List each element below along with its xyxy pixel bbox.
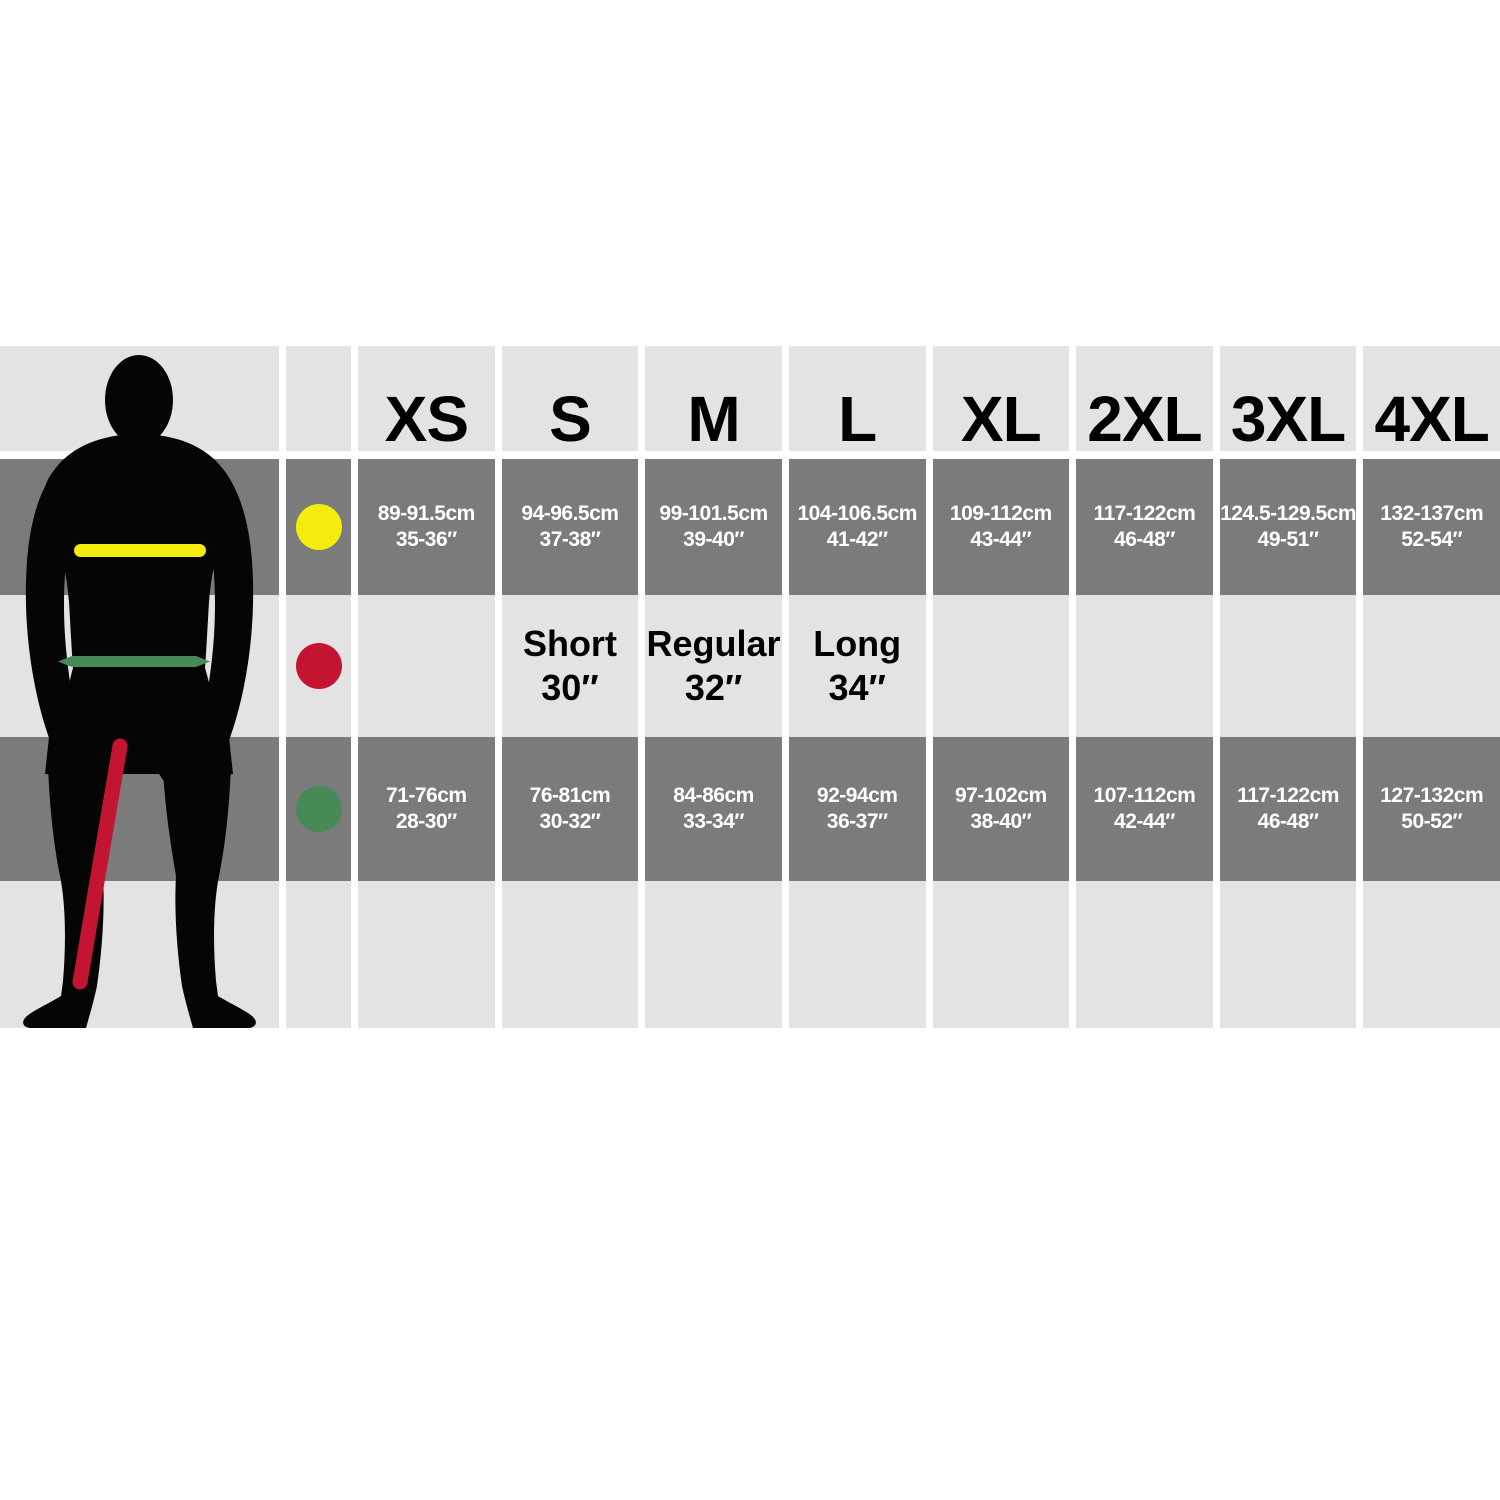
size-column-xl: XL 109-112cm 43-44″ 97-102cm 38-40″ <box>932 346 1070 1028</box>
size-header-l: L <box>838 383 877 455</box>
size-column-s: S 94-96.5cm 37-38″ Short 30″ 76-81cm 30-32″ <box>501 346 639 1028</box>
figure-bottom-cell <box>0 881 279 1028</box>
chest-indicator-cell <box>286 459 351 595</box>
chest-value-xs: 89-91.5cm 35-36″ <box>377 502 476 551</box>
row-separator <box>645 451 782 459</box>
inside-leg-value-s: Short 30″ <box>522 623 617 708</box>
row-separator <box>1219 451 1357 459</box>
inside-leg-indicator-dot <box>295 643 342 689</box>
waist-value-m: 84-86cm 33-34″ <box>673 784 754 833</box>
row-separator <box>358 451 495 459</box>
row-separator <box>1363 451 1500 459</box>
waist-value-4xl: 127-132cm 50-52″ <box>1380 784 1484 833</box>
size-header-m: M <box>687 383 740 455</box>
inside-leg-value-m: Regular 32″ <box>646 623 781 708</box>
inside-leg-value-xl <box>933 595 1070 737</box>
inside-leg-value-3xl <box>1220 595 1357 737</box>
size-header-s: S <box>549 383 592 455</box>
inside-leg-value-4xl <box>1363 595 1500 737</box>
row-separator <box>932 451 1070 459</box>
figure-column <box>0 346 279 1028</box>
waist-value-2xl: 107-112cm 42-44″ <box>1093 784 1196 833</box>
waist-value-xl: 97-102cm 38-40″ <box>954 784 1047 833</box>
chest-value-s: 94-96.5cm 37-38″ <box>521 502 619 551</box>
waist-value-xs: 71-76cm 28-30″ <box>386 784 467 833</box>
figure-leg-band-cell <box>0 595 279 737</box>
indicator-bottom-cell <box>286 881 351 1028</box>
row-separator <box>788 451 926 459</box>
chest-indicator-dot <box>295 504 342 550</box>
figure-header-cell <box>0 346 279 451</box>
waist-value-3xl: 117-122cm 46-48″ <box>1237 784 1339 833</box>
chest-value-4xl: 132-137cm 52-54″ <box>1380 502 1484 551</box>
inside-leg-value-l: Long 34″ <box>813 623 902 708</box>
waist-value-l: 92-94cm 36-37″ <box>816 784 898 833</box>
size-column-m: M 99-101.5cm 39-40″ Regular 32″ 84-86cm 33-… <box>645 346 782 1028</box>
waist-indicator-cell <box>286 737 351 881</box>
indicator-header-cell <box>286 346 351 451</box>
chest-value-xl: 109-112cm 43-44″ <box>949 502 1052 551</box>
figure-waist-band-cell <box>0 737 279 881</box>
size-header-xl: XL <box>960 383 1042 455</box>
size-header-2xl: 2XL <box>1087 383 1202 455</box>
size-column-2xl: 2XL 117-122cm 46-48″ 107-112cm 42-44″ <box>1076 346 1213 1028</box>
size-column-3xl: 3XL 124.5-129.5cm 49-51″ 117-122cm 46-48″ <box>1219 346 1357 1028</box>
waist-value-s: 76-81cm 30-32″ <box>529 784 611 833</box>
inside-leg-value-2xl <box>1076 595 1213 737</box>
chest-value-2xl: 117-122cm 46-48″ <box>1093 502 1196 551</box>
row-separator <box>1076 451 1213 459</box>
figure-chest-band-cell <box>0 459 279 595</box>
row-separator <box>286 451 351 459</box>
chest-value-3xl: 124.5-129.5cm 49-51″ <box>1220 502 1357 551</box>
size-header-xs: XS <box>384 383 469 455</box>
size-chart-table: XS 89-91.5cm 35-36″ 71-76cm 28-30″ S 94-96… <box>0 346 1500 1028</box>
row-separator <box>0 451 279 459</box>
chest-value-m: 99-101.5cm 39-40″ <box>659 502 768 551</box>
size-header-3xl: 3XL <box>1230 383 1346 455</box>
size-column-xs: XS 89-91.5cm 35-36″ 71-76cm 28-30″ <box>358 346 495 1028</box>
row-separator <box>501 451 639 459</box>
size-header-4xl: 4XL <box>1374 383 1490 455</box>
inside-leg-indicator-cell <box>286 595 351 737</box>
indicator-column <box>286 346 351 1028</box>
size-column-4xl: 4XL 132-137cm 52-54″ 127-132cm 50-52″ <box>1363 346 1500 1028</box>
size-column-l: L 104-106.5cm 41-42″ Long 34″ 92-94cm 36-37… <box>788 346 926 1028</box>
chest-value-l: 104-106.5cm 41-42″ <box>797 502 917 551</box>
inside-leg-value-xs <box>358 595 495 737</box>
waist-indicator-dot <box>295 786 342 832</box>
